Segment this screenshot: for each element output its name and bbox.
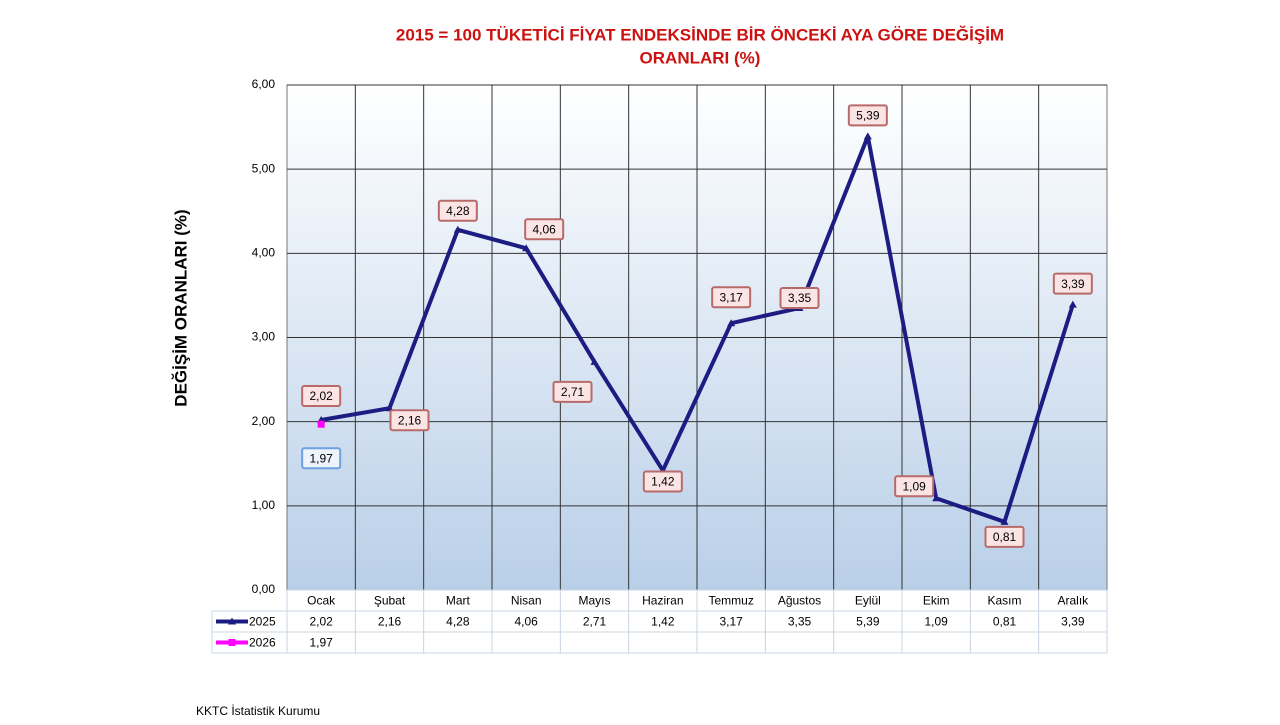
legend-label: 2025 <box>249 615 276 629</box>
table-value: 1,97 <box>309 636 333 650</box>
data-label-box <box>301 447 342 470</box>
data-label: 5,39 <box>856 109 880 123</box>
marker <box>522 244 531 252</box>
line <box>320 134 1075 524</box>
table-value: 5,39 <box>856 615 880 629</box>
chart-title: 2015 = 100 TÜKETİCİ FİYAT ENDEKSİNDE BİR… <box>396 25 1004 44</box>
data-label: 3,17 <box>719 290 743 304</box>
x-tick-label: Mayıs <box>578 594 610 608</box>
x-tick-label: Ocak <box>307 594 336 608</box>
table-value: 1,42 <box>651 615 675 629</box>
y-tick-label: 3,00 <box>252 330 276 344</box>
legend-marker <box>228 617 236 625</box>
data-label-box <box>711 286 752 309</box>
legend-marker <box>228 639 236 646</box>
data-label: 1,42 <box>651 475 675 489</box>
table-value: 1,09 <box>924 615 948 629</box>
table-value: 4,28 <box>446 615 470 629</box>
x-tick-label: Haziran <box>642 594 683 608</box>
table-value: 2,16 <box>378 615 402 629</box>
data-label-box <box>437 199 478 222</box>
y-tick-label: 4,00 <box>252 246 276 260</box>
data-label: 2,16 <box>398 413 422 427</box>
data-label-box <box>847 104 888 127</box>
data-label-box <box>984 525 1025 548</box>
x-tick-label: Aralık <box>1057 594 1089 608</box>
x-tick-label: Kasım <box>987 594 1021 608</box>
data-label-box <box>524 218 565 241</box>
table-value: 2,71 <box>583 615 607 629</box>
data-label-box <box>389 409 430 432</box>
y-tick-label: 2,00 <box>252 414 276 428</box>
table-value: 3,17 <box>719 615 743 629</box>
table-value: 3,35 <box>788 615 812 629</box>
data-label: 3,35 <box>788 291 812 305</box>
data-label: 4,28 <box>446 204 470 218</box>
data-label: 3,39 <box>1061 277 1085 291</box>
marker <box>1068 300 1077 308</box>
chart-title: ORANLARI (%) <box>640 48 761 67</box>
source: KKTC İstatistik Kurumu <box>196 704 320 718</box>
data-label: 1,09 <box>902 479 926 493</box>
y-tick-label: 6,00 <box>252 77 276 91</box>
x-tick-label: Nisan <box>511 594 542 608</box>
table-value: 3,39 <box>1061 615 1085 629</box>
data-label-box <box>779 287 820 310</box>
marker <box>863 132 872 140</box>
data-label-box <box>301 384 342 407</box>
marker <box>727 319 736 327</box>
marker <box>932 494 941 502</box>
y-tick-label: 0,00 <box>252 582 276 596</box>
x-tick-label: Eylül <box>855 594 881 608</box>
marker <box>453 225 462 233</box>
x-tick-label: Temmuz <box>708 594 753 608</box>
table-value: 2,02 <box>309 615 333 629</box>
x-tick-label: Ağustos <box>778 594 821 608</box>
legend-label: 2026 <box>249 636 276 650</box>
y-tick-label: 1,00 <box>252 498 276 512</box>
marker <box>1000 517 1009 525</box>
data-label: 1,97 <box>309 451 333 465</box>
table-value: 0,81 <box>993 615 1017 629</box>
y-axis-label: DEĞİŞİM ORANLARI (%) <box>171 209 190 406</box>
data-label: 2,71 <box>561 385 585 399</box>
table-value: 4,06 <box>514 615 538 629</box>
x-tick-label: Şubat <box>374 594 406 608</box>
marker <box>317 420 325 428</box>
x-tick-label: Ekim <box>923 594 950 608</box>
data-label-box <box>1052 272 1093 295</box>
data-label-box <box>552 380 593 403</box>
data-label-box <box>642 470 683 493</box>
data-label: 0,81 <box>993 530 1017 544</box>
data-label: 4,06 <box>532 222 556 236</box>
y-tick-label: 5,00 <box>252 161 276 175</box>
data-label-box <box>894 475 935 498</box>
marker <box>590 357 599 365</box>
x-tick-label: Mart <box>446 594 471 608</box>
data-label: 2,02 <box>309 389 333 403</box>
